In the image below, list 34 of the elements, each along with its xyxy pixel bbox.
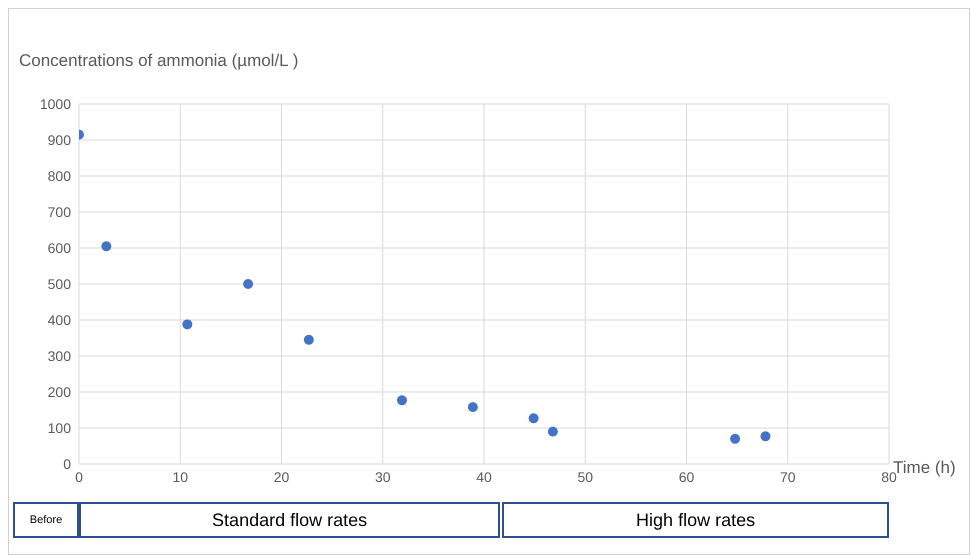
point bbox=[528, 413, 539, 424]
point bbox=[468, 402, 478, 412]
y-tick-label: 100 bbox=[48, 420, 72, 436]
x-tick-label: 30 bbox=[374, 468, 391, 485]
label-box: Before bbox=[13, 502, 79, 538]
y-tick-label: 400 bbox=[48, 312, 72, 328]
y-tick-label: 900 bbox=[48, 132, 72, 148]
y-tick-label: 600 bbox=[48, 240, 72, 256]
label-box: Standard flow rates bbox=[79, 502, 500, 538]
y-tick-label: 500 bbox=[48, 276, 72, 292]
y-axis-title: Concentrations of ammonia (µmol/L ) bbox=[19, 51, 298, 71]
point bbox=[304, 334, 314, 345]
y-tick-label: 200 bbox=[48, 384, 72, 400]
x-tick-label: 10 bbox=[172, 468, 188, 485]
x-tick-label: 40 bbox=[476, 468, 492, 485]
point bbox=[548, 426, 558, 437]
y-tick-label: 800 bbox=[48, 168, 72, 184]
point bbox=[730, 434, 740, 444]
point bbox=[396, 395, 407, 406]
x-tick-label: 60 bbox=[678, 468, 694, 485]
y-tick-label: 300 bbox=[48, 348, 72, 364]
point bbox=[101, 241, 112, 252]
point bbox=[760, 431, 770, 442]
point bbox=[182, 319, 192, 330]
x-tick-label: 0 bbox=[75, 468, 84, 485]
y-tick-label: 0 bbox=[63, 456, 72, 472]
x-tick-label: 20 bbox=[274, 468, 290, 485]
x-tick-label: 80 bbox=[881, 468, 897, 485]
label-box: High flow rates bbox=[502, 502, 889, 538]
x-tick-label: 50 bbox=[577, 468, 594, 485]
x-tick-label: 70 bbox=[780, 468, 796, 485]
y-tick-label: 1000 bbox=[40, 96, 72, 112]
point bbox=[243, 279, 254, 289]
y-tick-label: 700 bbox=[48, 204, 72, 220]
